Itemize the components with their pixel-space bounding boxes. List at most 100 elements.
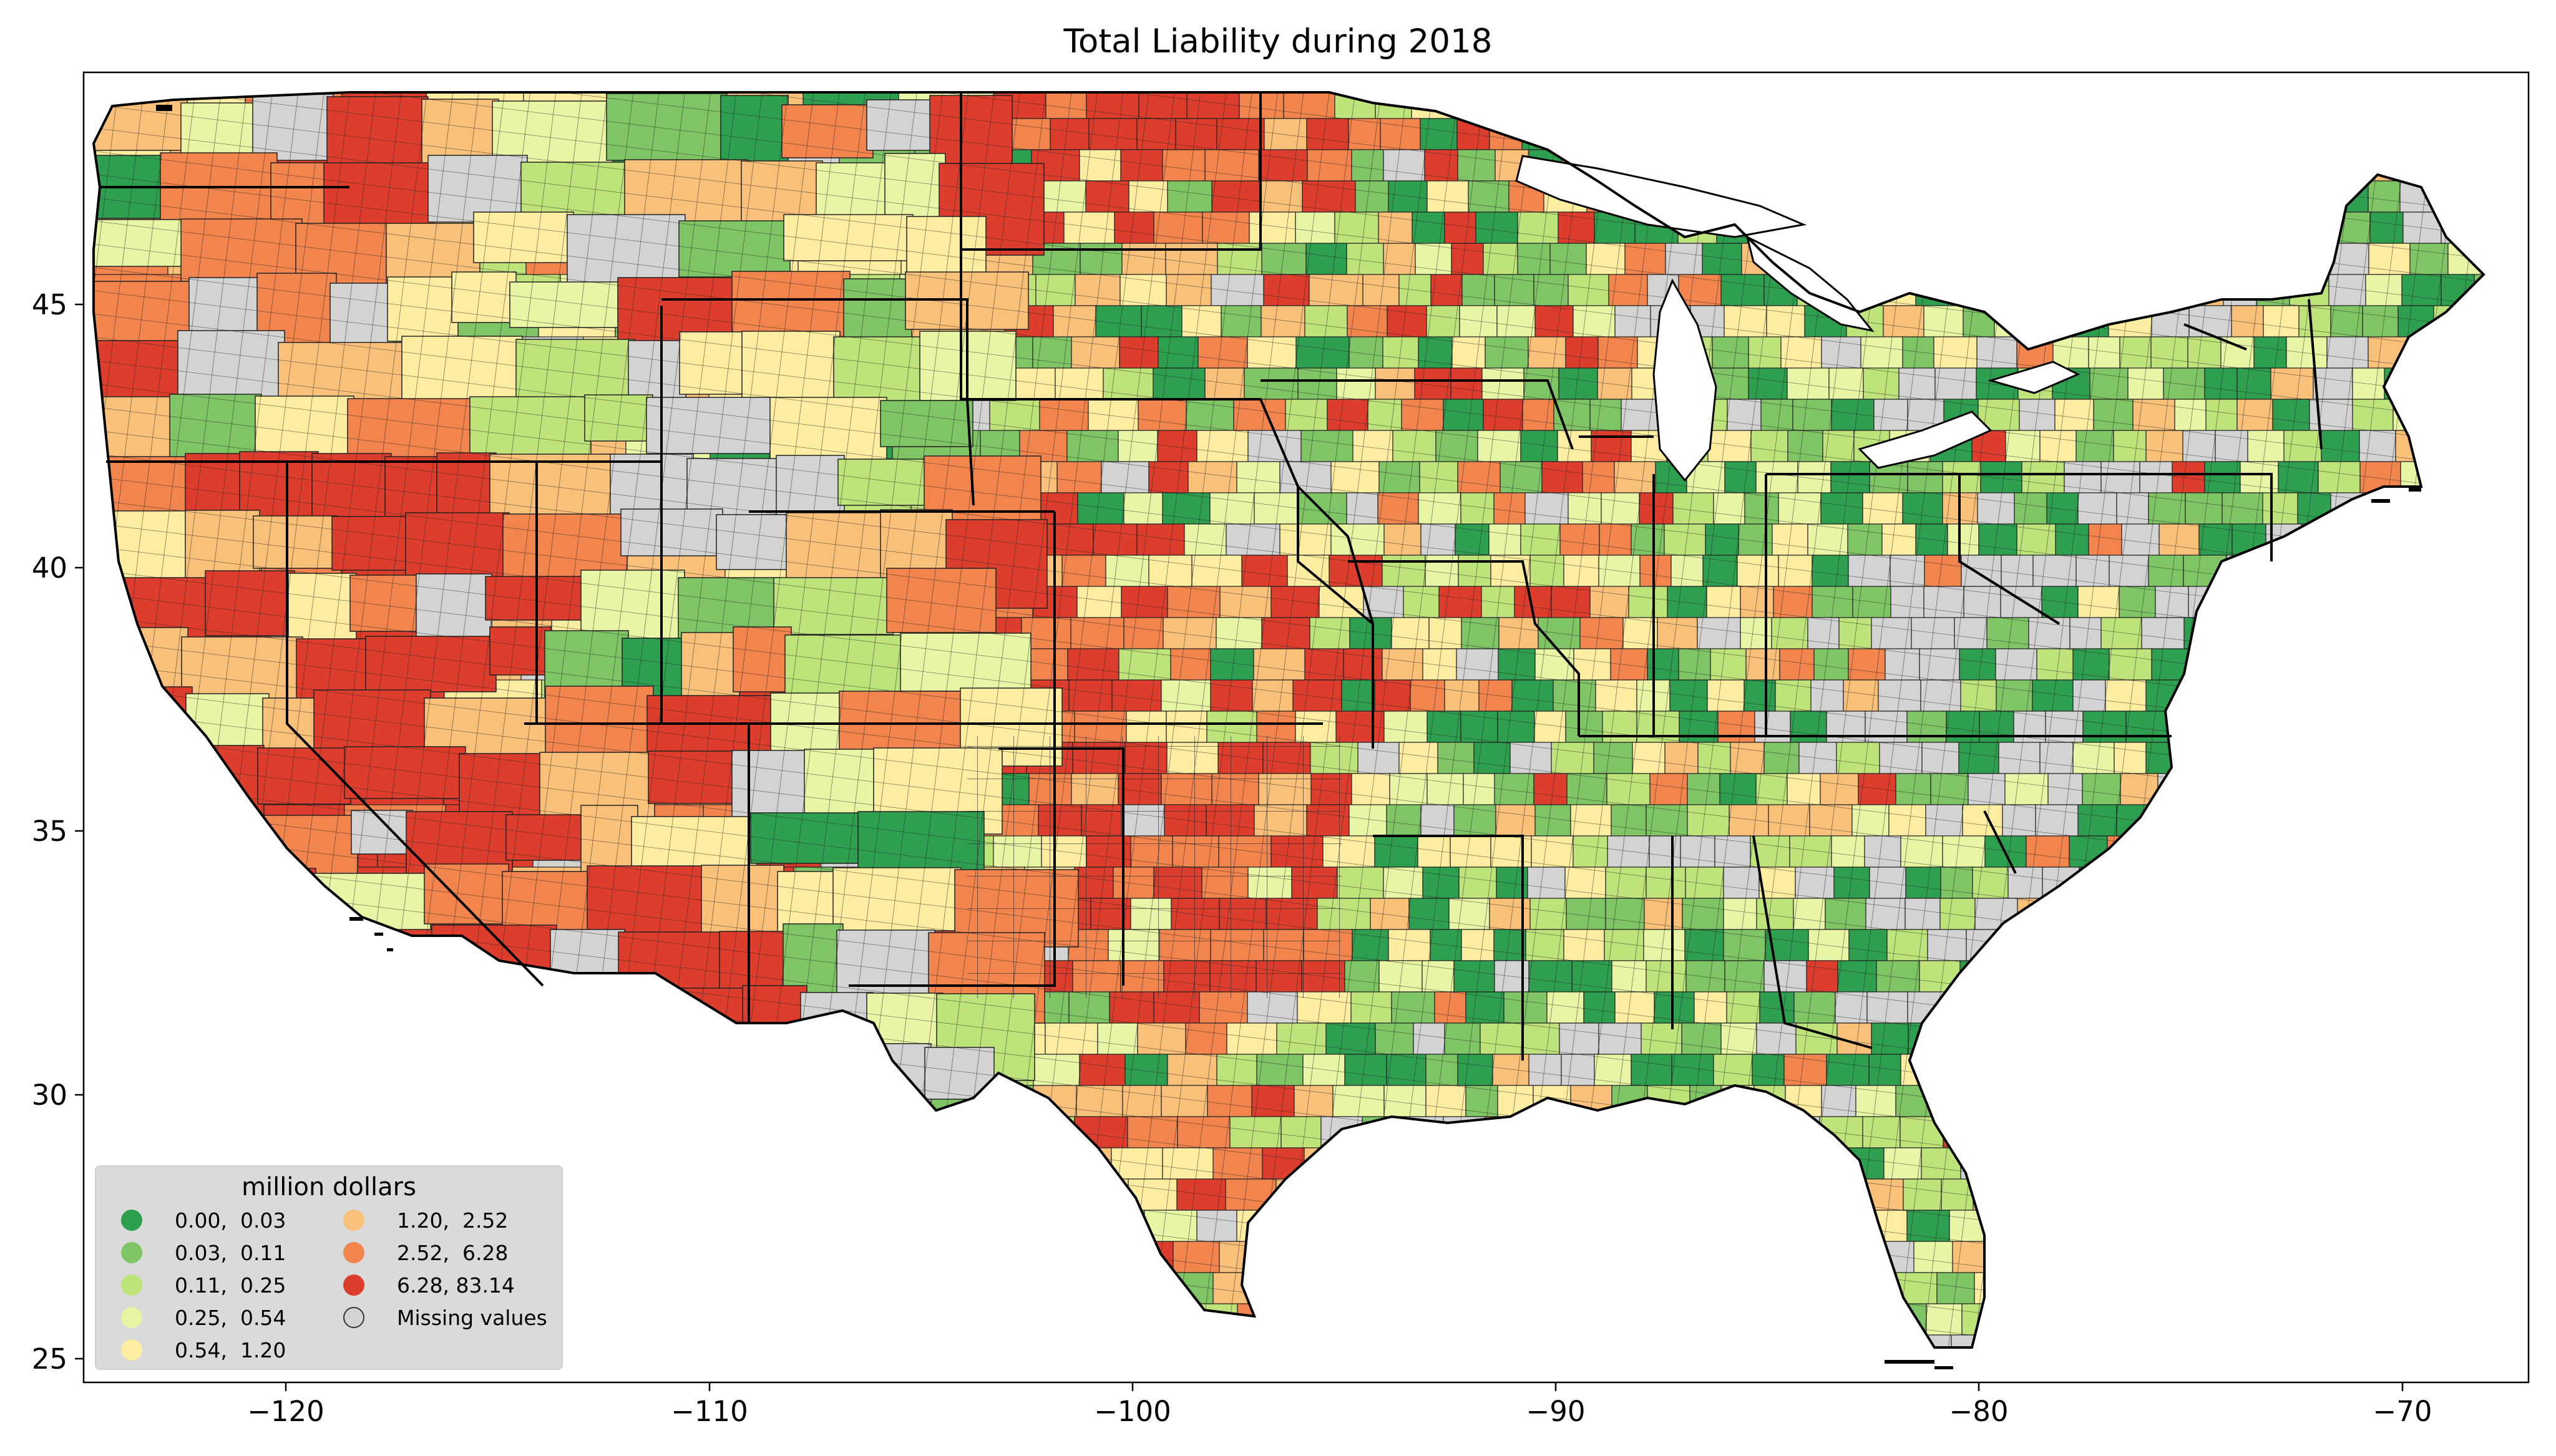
county (94, 929, 183, 999)
county (2089, 1022, 2131, 1055)
county (2260, 1085, 2298, 1117)
county (2210, 960, 2247, 993)
county (1984, 1210, 2025, 1242)
county (2256, 586, 2289, 618)
county (2329, 1303, 2364, 1336)
county (2062, 1303, 2097, 1336)
county (2102, 960, 2144, 993)
legend: million dollars 0.00, 0.03 0.03, 0.11 0.11… (95, 1165, 563, 1370)
county (814, 1303, 915, 1347)
county (434, 1054, 517, 1124)
county (1096, 1210, 1145, 1242)
county (2124, 1178, 2158, 1211)
county (2291, 835, 2333, 868)
county (1669, 1272, 1702, 1304)
county (1654, 1147, 1694, 1180)
county (1600, 1178, 1636, 1211)
county (261, 1022, 338, 1092)
county (1522, 1241, 1566, 1273)
county (1635, 1178, 1679, 1211)
county (1493, 92, 1526, 119)
county (631, 1178, 734, 1248)
county (1754, 92, 1792, 119)
county (1677, 149, 1714, 182)
county (2324, 679, 2361, 712)
county (616, 1210, 703, 1279)
county (2475, 835, 2484, 868)
county (2094, 211, 2135, 244)
county (2053, 1241, 2090, 1273)
county (2406, 523, 2442, 556)
county (1994, 1303, 2032, 1336)
county (1323, 1210, 1373, 1242)
county (2402, 1085, 2436, 1117)
county (2134, 211, 2175, 244)
county (2280, 1272, 2321, 1304)
county (2300, 1334, 2339, 1347)
county (94, 835, 179, 905)
county (2435, 1085, 2479, 1117)
county (1982, 243, 2023, 275)
county (537, 1085, 640, 1155)
county (2461, 960, 2484, 993)
county (2308, 1116, 2348, 1148)
county (2133, 991, 2169, 1024)
county (2431, 399, 2471, 431)
legend-label: 0.00, 0.03 (175, 1208, 286, 1233)
county (2127, 1303, 2168, 1336)
county (2167, 1303, 2211, 1336)
county (2143, 960, 2177, 993)
county (2256, 211, 2299, 244)
state-boundaries (92, 91, 2485, 1349)
legend-label: Missing values (397, 1305, 547, 1330)
county (2316, 960, 2354, 993)
county (358, 1085, 439, 1155)
county (1833, 1178, 1865, 1211)
county (2157, 1178, 2193, 1211)
county (2094, 898, 2131, 930)
county (2495, 119, 2529, 150)
county (550, 1147, 653, 1217)
county (2358, 1022, 2399, 1055)
county (2188, 648, 2231, 681)
county (2389, 991, 2427, 1024)
county (1900, 211, 1935, 244)
county (2215, 1272, 2248, 1304)
county (360, 929, 439, 1011)
county (2283, 1147, 2320, 1180)
county (2449, 804, 2484, 837)
county (303, 1042, 420, 1090)
county (2027, 960, 2070, 993)
county (1427, 1147, 1470, 1180)
county (2278, 1054, 2320, 1086)
county (1940, 243, 1983, 275)
county (2220, 742, 2255, 774)
county (2382, 804, 2418, 837)
county (2401, 835, 2445, 868)
county (94, 1085, 177, 1155)
county (1594, 1116, 1627, 1148)
county (164, 873, 265, 943)
county (2105, 1147, 2144, 1180)
county (1611, 1147, 1656, 1180)
county (594, 1334, 698, 1347)
county (1797, 1178, 1834, 1211)
county (1816, 1303, 1853, 1336)
y-tick-label: 25 (32, 1342, 67, 1376)
county (2435, 92, 2473, 119)
county (1722, 118, 1765, 150)
county (1944, 991, 1981, 1024)
county (2446, 492, 2484, 525)
county (1944, 1022, 1979, 1055)
county (814, 1178, 904, 1248)
county (675, 1116, 754, 1186)
county (1669, 1116, 1713, 1148)
county (182, 929, 283, 999)
county (697, 1334, 792, 1347)
county (2280, 960, 2317, 993)
county (1027, 1241, 1072, 1273)
county (1044, 1210, 1097, 1242)
county (1492, 1303, 1529, 1336)
county (2445, 555, 2480, 587)
county (2477, 1085, 2484, 1117)
